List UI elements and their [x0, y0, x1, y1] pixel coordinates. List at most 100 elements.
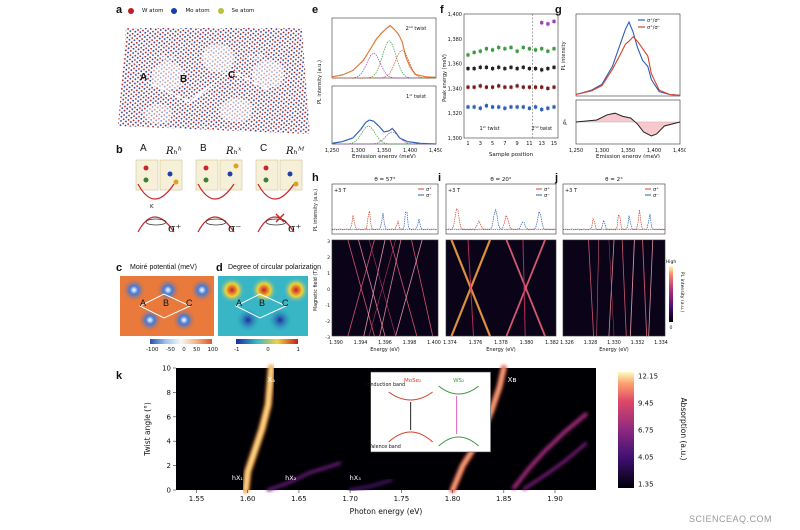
heatmap-frame — [562, 239, 666, 337]
zeeman-line — [505, 239, 546, 337]
panel-e-chart: 2ⁿᵈ twist 1ˢᵗ twist 1,250 1,300 1,350 1,400 1,… — [317, 17, 442, 158]
colorbar-label: High — [666, 259, 677, 265]
data-point — [466, 85, 470, 89]
data-point — [540, 85, 544, 89]
data-point — [546, 49, 550, 53]
data-point — [503, 66, 507, 71]
legend-label: σ⁺ — [426, 187, 432, 193]
panel-label-b: b — [116, 144, 123, 156]
x-tick-label: 1.334 — [654, 340, 668, 346]
panel-title: θ = 57° — [374, 177, 395, 183]
region-c: C — [228, 70, 236, 81]
y-tick-label: 1,320 — [448, 111, 462, 117]
zeeman-line — [363, 239, 386, 337]
data-point — [472, 85, 476, 89]
panel-e-annotation: 1ˢᵗ twist — [406, 94, 426, 100]
x-tick-label: 11 — [526, 141, 532, 147]
panel-k-chart: MoSe₂ WS₂ Conduction band Valence band Xₐ Xʙ h… — [143, 364, 688, 516]
se-atom-icon — [217, 8, 224, 14]
data-point — [484, 65, 489, 69]
colorbar-tick: 1.35 — [638, 481, 654, 489]
panel-c-b: B — [163, 298, 170, 308]
series-line — [331, 119, 437, 145]
data-point — [490, 85, 495, 89]
peak-label-hx1: hX₁ — [232, 474, 244, 482]
zeeman-line — [347, 239, 375, 337]
data-point — [331, 76, 333, 78]
x-tick-label: 1,300 — [595, 148, 609, 154]
y-tick-label: 1,380 — [448, 37, 462, 43]
moire-lattice-image — [118, 28, 310, 134]
data-point — [388, 130, 390, 132]
data-point — [341, 74, 343, 76]
x-tick-label: 7 — [503, 141, 506, 147]
x-tick-label: 1,350 — [377, 148, 391, 154]
panel-b-arrow-2: σ⁻ — [228, 222, 242, 235]
inset-label: WS₂ — [453, 378, 464, 384]
panel-b-stack-1: Rₕʰ — [166, 146, 183, 157]
panel-d-c: C — [282, 298, 289, 308]
data-point — [406, 141, 408, 143]
data-point — [552, 85, 556, 89]
zeeman-line — [395, 239, 423, 337]
data-point — [472, 105, 476, 109]
zeeman-line — [596, 239, 599, 337]
data-point — [527, 85, 532, 89]
panel-d-ticks: -1 0 1 — [234, 347, 300, 353]
x-tick-label: 1,350 — [621, 148, 635, 154]
x-axis-label: Energy (eV) — [599, 347, 629, 353]
fit-component — [332, 131, 436, 145]
x-tick-label: 1.400 — [427, 340, 441, 346]
panel-c-a: A — [140, 298, 147, 308]
y-axis-label: PL intensity (a.u.) — [317, 60, 323, 104]
peak-label-hx3: hX₃ — [350, 474, 362, 482]
data-point — [398, 33, 400, 35]
zeeman-line — [379, 239, 402, 337]
y-tick-label: 1,340 — [448, 86, 462, 92]
pl-spectrum — [445, 208, 556, 231]
data-point — [552, 47, 556, 51]
zeeman-line — [621, 239, 627, 337]
data-point — [435, 76, 437, 78]
panel-c-title: Moiré potential (meV) — [130, 264, 197, 271]
inset-band — [438, 436, 479, 447]
field-label: +3 T — [565, 188, 578, 194]
data-point — [515, 105, 519, 109]
colorbar — [618, 372, 634, 488]
region-r3: Rₕᴹ — [248, 52, 263, 62]
x-tick-label: 1.80 — [445, 495, 461, 503]
y-tick-label: -3 — [325, 335, 330, 341]
data-point — [478, 84, 482, 88]
x-axis-label: Emission energy (meV) — [352, 154, 416, 158]
legend-label: σ⁺ — [653, 187, 659, 193]
panel-label-h: h — [312, 172, 319, 184]
x-tick-label: 1.90 — [547, 495, 563, 503]
panel-h-chart: θ = 57° +3 T σ⁺σ⁻ 1.390 1.394 1.396 1.398 1.400… — [313, 177, 441, 353]
data-point — [533, 48, 538, 52]
inset-label: MoSe₂ — [404, 378, 421, 384]
data-point — [375, 38, 377, 40]
x-tick-label: 1.326 — [560, 340, 574, 346]
panel-label-j: j — [555, 172, 559, 184]
colorbar-label: 0 — [670, 325, 673, 331]
panel-b-arrow-1: σ⁺ — [168, 222, 182, 235]
y-axis-label: PL intensity (a.u.) — [679, 272, 685, 313]
panel-b-stack-3: Rₕᴹ — [286, 146, 305, 157]
legend-label: σ⁺/σ⁻ — [647, 25, 661, 31]
data-point — [533, 66, 538, 71]
legend-label: σ⁻ — [544, 193, 550, 199]
series-line — [575, 20, 681, 96]
legend-label: σ⁻ — [653, 193, 659, 199]
data-point — [527, 66, 532, 71]
panel-g-chart: σ⁺/σ⁺σ⁺/σ⁻ 1,250 1,300 1,350 1,400 1,450 Emiss… — [561, 13, 686, 158]
x-tick-label: 1.328 — [584, 340, 598, 346]
panel-c-heatmap — [120, 276, 214, 336]
zeeman-line — [642, 239, 648, 337]
x-tick-label: 1,250 — [325, 148, 339, 154]
fit-component — [332, 52, 436, 79]
panel-c-tick: 100 — [207, 347, 218, 353]
data-point — [405, 56, 407, 58]
zeeman-line — [648, 239, 654, 337]
peak-label-xb: Xʙ — [508, 376, 517, 384]
